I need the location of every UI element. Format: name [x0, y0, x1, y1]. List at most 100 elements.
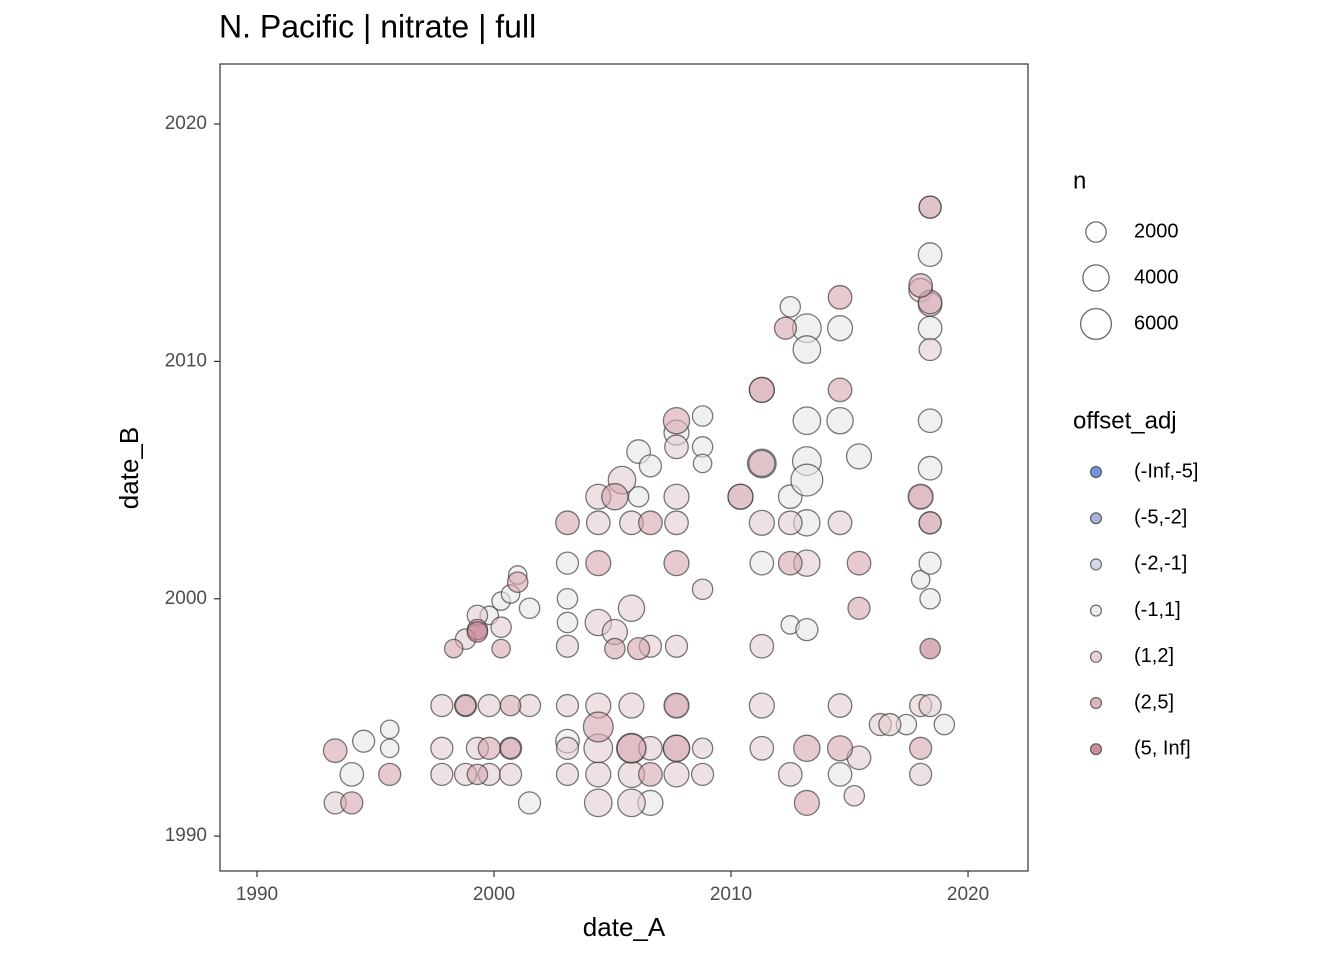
bubble [662, 406, 691, 435]
bubble [466, 621, 489, 643]
bubble [827, 761, 853, 787]
bubble [555, 634, 580, 658]
bubble [917, 455, 943, 481]
y-tick-label: 2000 [165, 588, 207, 609]
bubble [773, 316, 798, 340]
bubble [846, 550, 872, 576]
bubble [917, 315, 943, 341]
bubble [749, 735, 775, 761]
bubble [664, 510, 689, 536]
bubble [691, 578, 714, 601]
bubble [601, 482, 629, 511]
bubble [908, 736, 933, 760]
bubble [690, 762, 715, 787]
chart-title: N. Pacific | nitrate | full [219, 8, 536, 44]
bubble [555, 693, 580, 718]
bubble [491, 638, 511, 659]
bubble [340, 791, 364, 815]
bubble [748, 376, 775, 404]
bubble [517, 791, 542, 815]
bubble [663, 550, 690, 577]
y-tick-label: 2020 [165, 113, 207, 134]
bubble [322, 738, 348, 764]
bubble [827, 693, 853, 718]
color-legend-key [1089, 743, 1103, 756]
color-legend-key [1089, 465, 1103, 479]
size-legend-label: 2000 [1134, 220, 1179, 242]
bubble [638, 761, 663, 787]
bubble [430, 736, 454, 760]
y-axis-label: date_B [114, 427, 144, 509]
bubble [663, 692, 690, 719]
bubble [582, 711, 614, 743]
bubble [466, 763, 489, 786]
size-legend-label: 6000 [1134, 312, 1179, 334]
legend-label: (-5,-2] [1134, 506, 1187, 528]
bubble [379, 719, 400, 740]
bubble [662, 734, 691, 763]
bubble [499, 737, 522, 760]
bubble [777, 550, 803, 576]
bubble [918, 693, 942, 718]
bubble [617, 594, 646, 623]
bubble [795, 617, 819, 642]
bubble [918, 337, 942, 362]
y-tick-label: 1990 [165, 825, 207, 846]
bubble [691, 405, 714, 427]
bubble [664, 434, 689, 460]
bubble [843, 784, 866, 807]
bubble [827, 377, 853, 403]
legend-label: (1,2] [1134, 645, 1174, 667]
legend-label: (-1,1] [1134, 599, 1181, 621]
x-tick-label: 1990 [236, 884, 278, 905]
bubble [826, 315, 854, 342]
bubble [748, 449, 776, 478]
bubble [379, 738, 400, 759]
color-legend-key [1089, 604, 1103, 617]
bubble [664, 634, 689, 658]
bubble [585, 761, 612, 788]
bubble [793, 789, 820, 816]
color-legend-key [1089, 650, 1103, 663]
bubble [443, 638, 464, 659]
bubble [498, 762, 523, 787]
bubble [518, 597, 541, 620]
bubble [793, 734, 821, 763]
bubble [826, 735, 854, 762]
bubble [827, 284, 853, 310]
color-legend-key [1089, 512, 1103, 525]
color-legend-key [1089, 558, 1103, 571]
bubble [907, 483, 934, 510]
bubble [748, 509, 775, 536]
bubble [777, 761, 803, 787]
x-tick-label: 2020 [947, 884, 989, 905]
bubble [477, 736, 501, 760]
legend-label: (5, Inf] [1134, 737, 1191, 759]
bubble [826, 406, 854, 435]
bubble [749, 633, 775, 659]
bubble [555, 762, 580, 787]
legend-label: (2,5] [1134, 691, 1174, 713]
x-tick-label: 2010 [710, 884, 752, 905]
bubble [845, 443, 873, 470]
bubble [585, 550, 612, 577]
bubble [919, 587, 941, 610]
bubble [626, 636, 651, 661]
bubble [917, 408, 943, 434]
bubble [490, 616, 512, 639]
size-legend-title: n [1073, 167, 1086, 194]
bubble [616, 733, 647, 764]
bubble [792, 406, 822, 436]
size-legend-key [1082, 264, 1110, 292]
bubble [430, 762, 454, 787]
bubble [918, 511, 942, 535]
bubble [339, 761, 365, 787]
bubble [779, 296, 802, 318]
bubble [618, 692, 645, 719]
bubble [555, 736, 580, 760]
x-axis-label: date_A [583, 912, 666, 942]
bubble [663, 761, 690, 788]
bubble [933, 713, 956, 736]
color-legend-title: offset_adj [1073, 407, 1177, 434]
